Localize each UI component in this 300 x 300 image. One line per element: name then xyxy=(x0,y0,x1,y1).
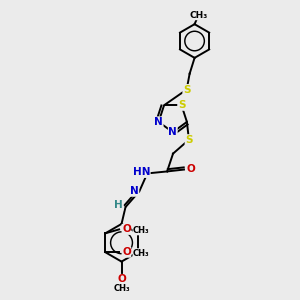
Text: S: S xyxy=(185,135,193,145)
Text: CH₃: CH₃ xyxy=(133,249,150,258)
Text: S: S xyxy=(178,100,185,110)
Text: O: O xyxy=(187,164,195,175)
Text: HN: HN xyxy=(133,167,150,177)
Text: N: N xyxy=(168,127,177,137)
Text: CH₃: CH₃ xyxy=(133,226,150,235)
Text: O: O xyxy=(117,274,126,284)
Text: CH₃: CH₃ xyxy=(113,284,130,293)
Text: N: N xyxy=(130,186,139,196)
Text: O: O xyxy=(122,247,131,257)
Text: O: O xyxy=(122,224,131,234)
Text: H: H xyxy=(114,200,123,210)
Text: CH₃: CH₃ xyxy=(189,11,208,20)
Text: S: S xyxy=(183,85,190,94)
Text: N: N xyxy=(154,117,163,127)
